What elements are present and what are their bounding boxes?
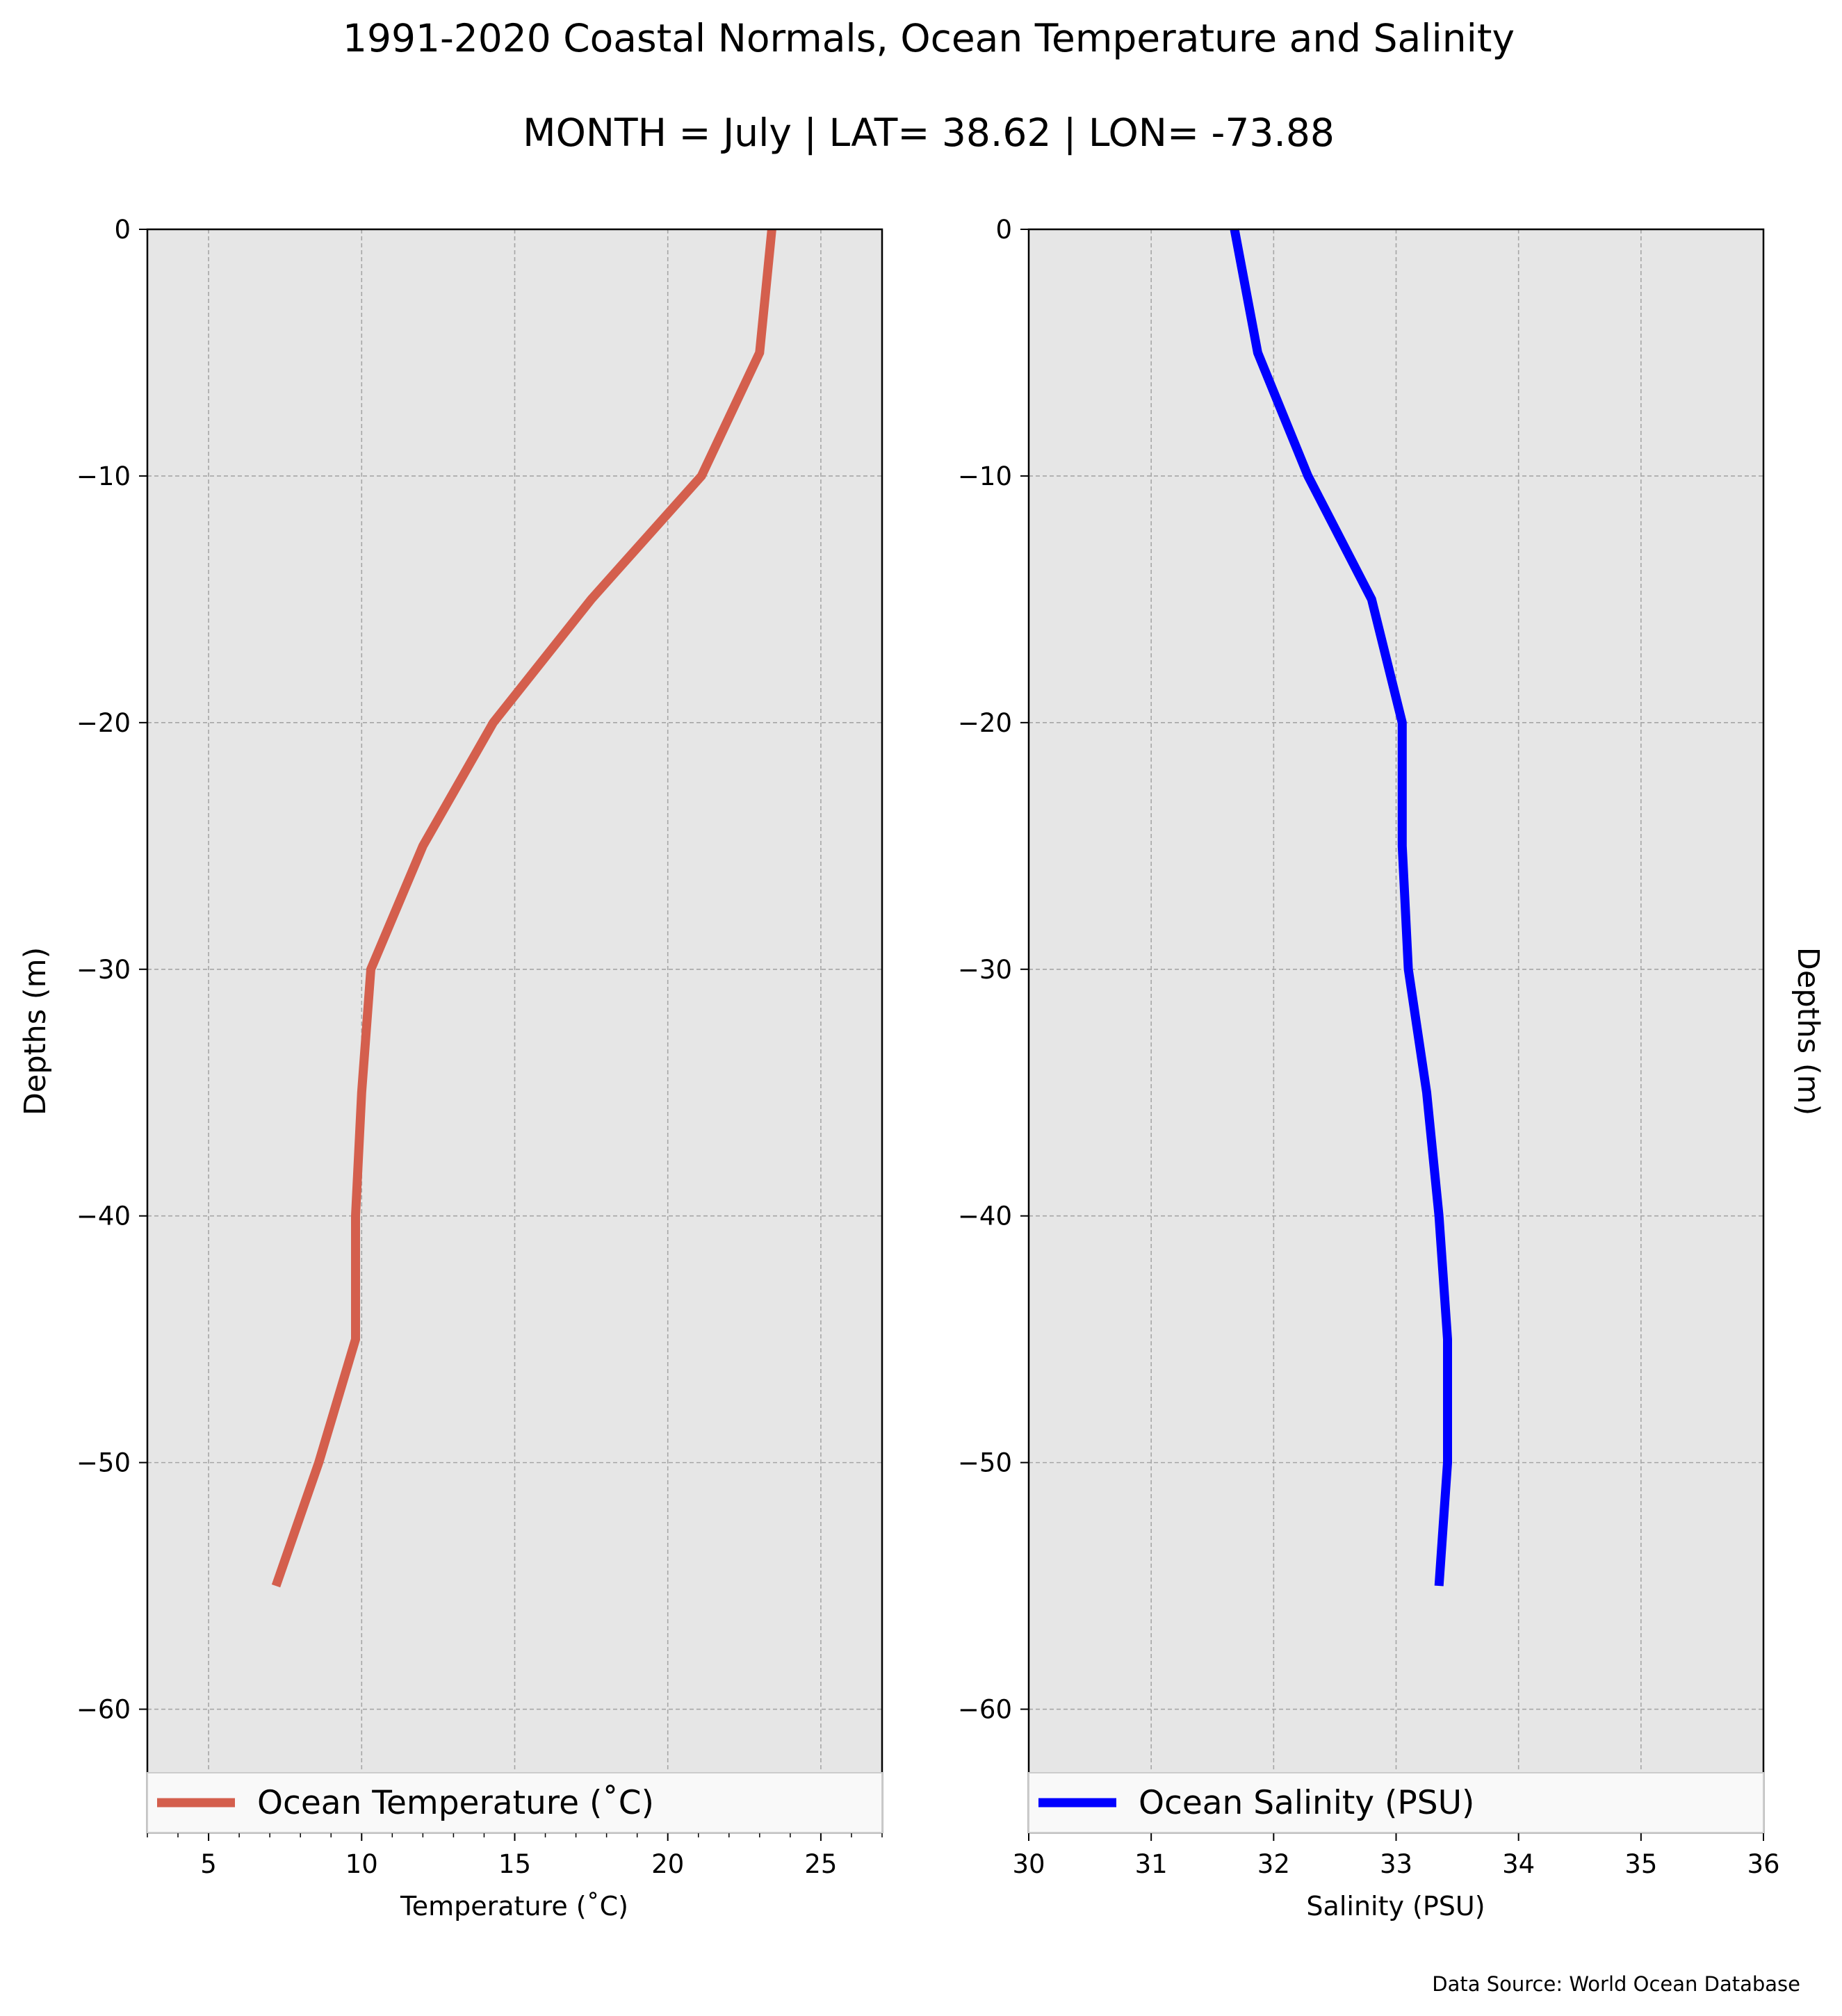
salinity-y-tick-label: −30 — [958, 955, 1012, 985]
data-source-note: Data Source: World Ocean Database — [1432, 1972, 1800, 1996]
temperature-panel: 5 10 15 20 25 0 −10 −20 −30 −40 −50 −60 Ocean Tempe… — [18, 215, 883, 1921]
temperature-grid — [147, 229, 882, 1833]
salinity-x-tick-label: 34 — [1502, 1849, 1535, 1879]
temperature-profile-line — [271, 229, 776, 1588]
temperature-series — [271, 229, 776, 1588]
temperature-y-tick-label: −10 — [76, 461, 131, 491]
temperature-y-tick-label: −60 — [76, 1695, 131, 1725]
temperature-x-tick-label: 10 — [345, 1849, 378, 1879]
salinity-x-tick-label: 35 — [1624, 1849, 1657, 1879]
temperature-y-tick-label: −20 — [76, 708, 131, 738]
temperature-x-axis-label: Temperature (˚C) — [400, 1891, 628, 1921]
salinity-y-tick-label: 0 — [995, 215, 1012, 245]
temperature-x-tick-label: 15 — [498, 1849, 531, 1879]
temperature-y-tick-label: 0 — [114, 215, 131, 245]
salinity-x-tick-label: 36 — [1747, 1849, 1779, 1879]
salinity-profile-line — [1230, 228, 1452, 1587]
temperature-ticks: 5 10 15 20 25 0 −10 −20 −30 −40 −50 −60 — [76, 215, 883, 1879]
temperature-legend-label: Ocean Temperature (˚C) — [257, 1784, 654, 1822]
salinity-y-axis-label: Depths (m) — [1791, 947, 1825, 1115]
salinity-legend-box — [1028, 1772, 1764, 1833]
temperature-y-tick-label: −50 — [76, 1448, 131, 1478]
temperature-legend: Ocean Temperature (˚C) — [147, 1772, 883, 1833]
salinity-panel: 30 31 32 33 34 35 36 0 −10 −20 −30 −40 −50 −60 Ocean … — [958, 215, 1825, 1921]
temperature-x-tick-label: 20 — [651, 1849, 684, 1879]
salinity-y-tick-label: −60 — [958, 1695, 1012, 1725]
salinity-legend: Ocean Salinity (PSU) — [1028, 1772, 1764, 1833]
salinity-x-tick-label: 33 — [1380, 1849, 1412, 1879]
temperature-x-tick-label: 25 — [804, 1849, 837, 1879]
temperature-y-tick-label: −30 — [76, 955, 131, 985]
salinity-x-tick-label: 32 — [1257, 1849, 1290, 1879]
salinity-y-tick-label: −20 — [958, 708, 1012, 738]
salinity-y-tick-label: −50 — [958, 1448, 1012, 1478]
temperature-y-axis-label: Depths (m) — [18, 947, 53, 1115]
figure-subtitle: MONTH = July | LAT= 38.62 | LON= -73.88 — [523, 110, 1335, 156]
salinity-y-tick-label: −10 — [958, 461, 1012, 491]
salinity-x-tick-label: 30 — [1012, 1849, 1045, 1879]
temperature-x-tick-label: 5 — [200, 1849, 217, 1879]
salinity-x-axis-label: Salinity (PSU) — [1306, 1891, 1485, 1921]
figure-title: 1991-2020 Coastal Normals, Ocean Tempera… — [343, 16, 1515, 60]
salinity-ticks: 30 31 32 33 34 35 36 0 −10 −20 −30 −40 −50 −60 — [958, 215, 1780, 1879]
temperature-y-tick-label: −40 — [76, 1202, 131, 1231]
temperature-legend-box — [147, 1772, 883, 1833]
salinity-series — [1230, 228, 1452, 1587]
salinity-x-tick-label: 31 — [1135, 1849, 1168, 1879]
salinity-y-tick-label: −40 — [958, 1202, 1012, 1231]
salinity-grid — [1029, 229, 1763, 1833]
salinity-legend-label: Ocean Salinity (PSU) — [1139, 1784, 1474, 1822]
